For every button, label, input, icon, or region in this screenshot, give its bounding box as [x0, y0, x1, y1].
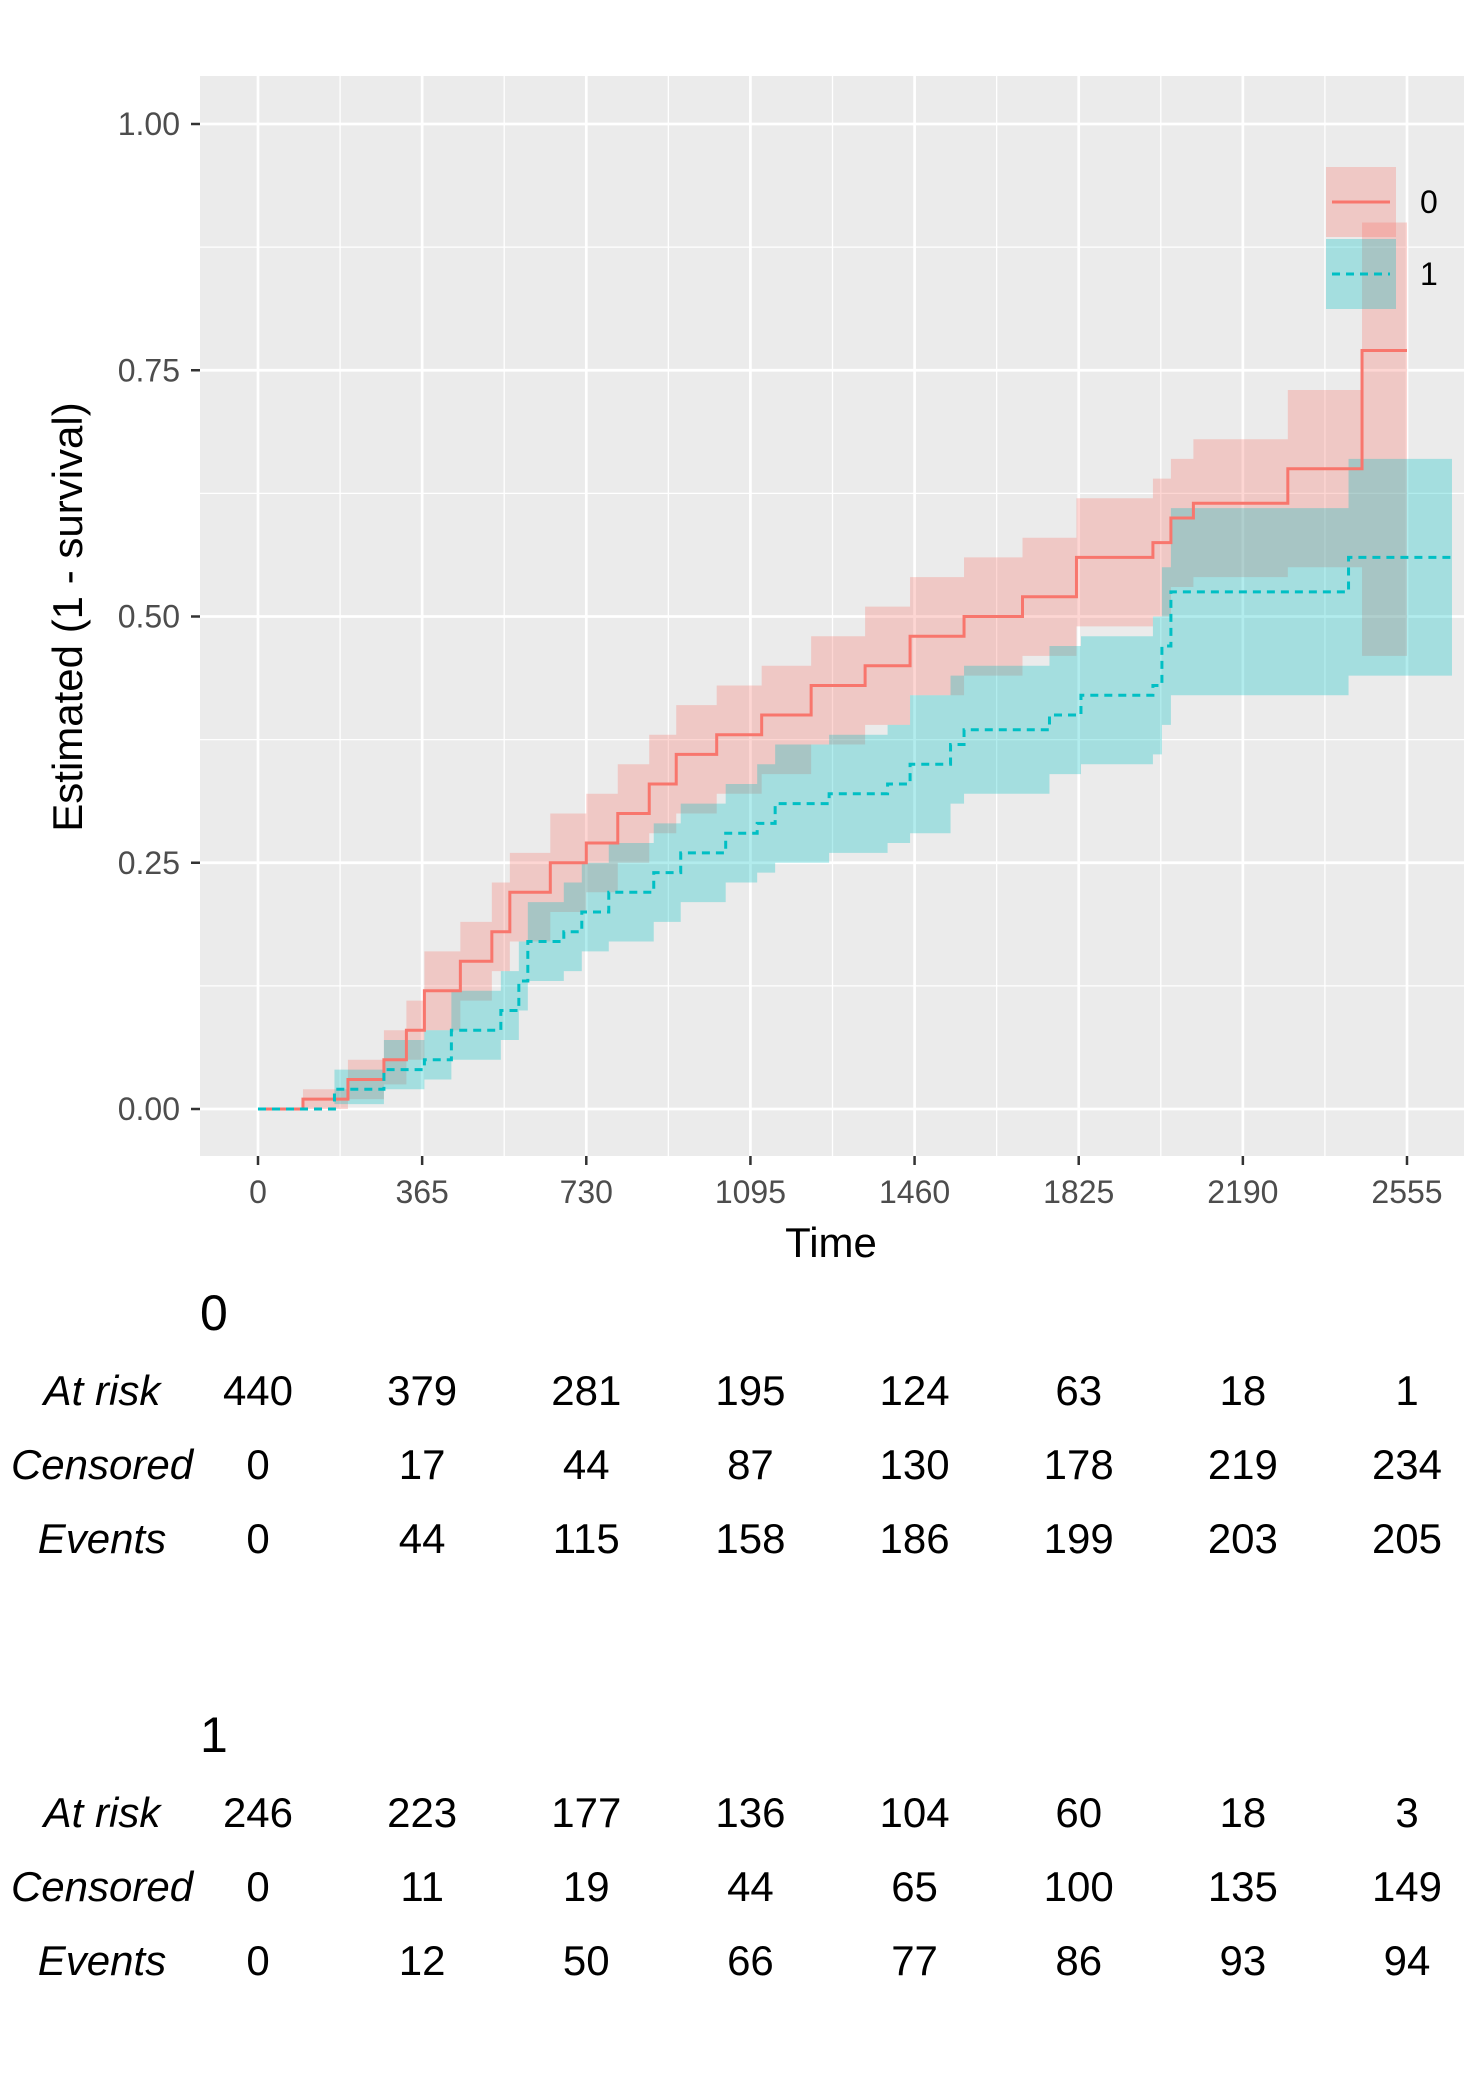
risk-table-row-label: Events: [38, 1515, 166, 1562]
risk-table-cell: 223: [387, 1789, 457, 1836]
risk-table-cell: 50: [563, 1937, 610, 1984]
risk-table-cell: 86: [1055, 1937, 1102, 1984]
risk-table-cell: 0: [246, 1441, 269, 1488]
risk-table-cell: 60: [1055, 1789, 1102, 1836]
x-tick-label: 365: [395, 1174, 448, 1210]
risk-table-cell: 136: [715, 1789, 785, 1836]
risk-table-cell: 203: [1208, 1515, 1278, 1562]
x-tick-label: 2190: [1207, 1174, 1278, 1210]
risk-table-row-label: Events: [38, 1937, 166, 1984]
risk-table-cell: 246: [223, 1789, 293, 1836]
risk-table-cell: 0: [246, 1515, 269, 1562]
y-tick-label: 1.00: [118, 106, 180, 142]
risk-table-cell: 3: [1395, 1789, 1418, 1836]
risk-table-cell: 44: [399, 1515, 446, 1562]
x-tick-label: 1460: [879, 1174, 950, 1210]
risk-table-cell: 87: [727, 1441, 774, 1488]
risk-table-cell: 115: [553, 1515, 620, 1562]
x-tick-label: 2555: [1371, 1174, 1442, 1210]
risk-table-cell: 178: [1044, 1441, 1114, 1488]
risk-table-cell: 18: [1219, 1789, 1266, 1836]
risk-table-cell: 124: [880, 1367, 950, 1414]
risk-table-cell: 379: [387, 1367, 457, 1414]
risk-table-row-label: At risk: [41, 1789, 163, 1836]
risk-table-cell: 205: [1372, 1515, 1442, 1562]
confidence-ribbons: [258, 222, 1452, 1109]
x-tick-label: 1825: [1043, 1174, 1114, 1210]
risk-table-cell: 17: [399, 1441, 446, 1488]
confidence-ribbon-0: [258, 222, 1407, 1109]
risk-table-cell: 130: [880, 1441, 950, 1488]
legend: 01: [1326, 167, 1438, 309]
risk-table-group-title: 0: [200, 1285, 228, 1341]
risk-table-cell: 186: [880, 1515, 950, 1562]
risk-table-cell: 19: [563, 1863, 610, 1910]
survival-curves: [258, 349, 1452, 1111]
risk-table-cell: 104: [880, 1789, 950, 1836]
risk-table-cell: 195: [715, 1367, 785, 1414]
legend-label: 0: [1420, 184, 1438, 220]
y-tick-label: 0.25: [118, 845, 180, 881]
risk-table-cell: 11: [400, 1863, 444, 1910]
risk-table-group-title: 1: [200, 1707, 228, 1763]
risk-table-cell: 149: [1372, 1863, 1442, 1910]
risk-table-cell: 440: [223, 1367, 293, 1414]
risk-table-cell: 77: [891, 1937, 938, 1984]
risk-table-cell: 0: [246, 1937, 269, 1984]
y-axis-title: Estimated (1 - survival): [44, 402, 91, 831]
risk-table-cell: 0: [246, 1863, 269, 1910]
risk-table-cell: 100: [1044, 1863, 1114, 1910]
risk-table-row-label: Censored: [11, 1863, 195, 1910]
risk-table-cell: 1: [1395, 1367, 1418, 1414]
gridlines: [200, 76, 1464, 1156]
x-tick-label: 1095: [715, 1174, 786, 1210]
risk-table-cell: 65: [891, 1863, 938, 1910]
risk-table-cell: 94: [1384, 1937, 1431, 1984]
risk-table-cell: 44: [727, 1863, 774, 1910]
axes: 0.00 0.25 0.50 0.75 1.00 0 365 730 1095 1460 1825 2…: [118, 106, 1443, 1210]
survival-curve-0: [258, 349, 1407, 1111]
risk-table-cell: 12: [399, 1937, 446, 1984]
survival-curve-1: [258, 555, 1452, 1111]
confidence-ribbon-1: [258, 458, 1452, 1109]
risk-table-row-label: Censored: [11, 1441, 195, 1488]
risk-table-cell: 219: [1208, 1441, 1278, 1488]
y-tick-label: 0.75: [118, 352, 180, 388]
legend-label: 1: [1420, 256, 1438, 292]
risk-table-cell: 158: [715, 1515, 785, 1562]
risk-table-cell: 44: [563, 1441, 610, 1488]
risk-table-cell: 63: [1055, 1367, 1102, 1414]
y-tick-label: 0.00: [118, 1091, 180, 1127]
risk-table-row-label: At risk: [41, 1367, 163, 1414]
x-tick-label: 730: [560, 1174, 613, 1210]
risk-table-cell: 18: [1219, 1367, 1266, 1414]
y-tick-label: 0.50: [118, 599, 180, 635]
risk-table-cell: 281: [551, 1367, 621, 1414]
risk-table-cell: 93: [1219, 1937, 1266, 1984]
x-tick-label: 0: [249, 1174, 267, 1210]
risk-table-cell: 177: [551, 1789, 621, 1836]
risk-table-cell: 66: [727, 1937, 774, 1984]
risk-table-cell: 135: [1208, 1863, 1278, 1910]
x-axis-title: Time: [785, 1219, 877, 1266]
risk-table-cell: 234: [1372, 1441, 1442, 1488]
risk-table-cell: 199: [1044, 1515, 1114, 1562]
